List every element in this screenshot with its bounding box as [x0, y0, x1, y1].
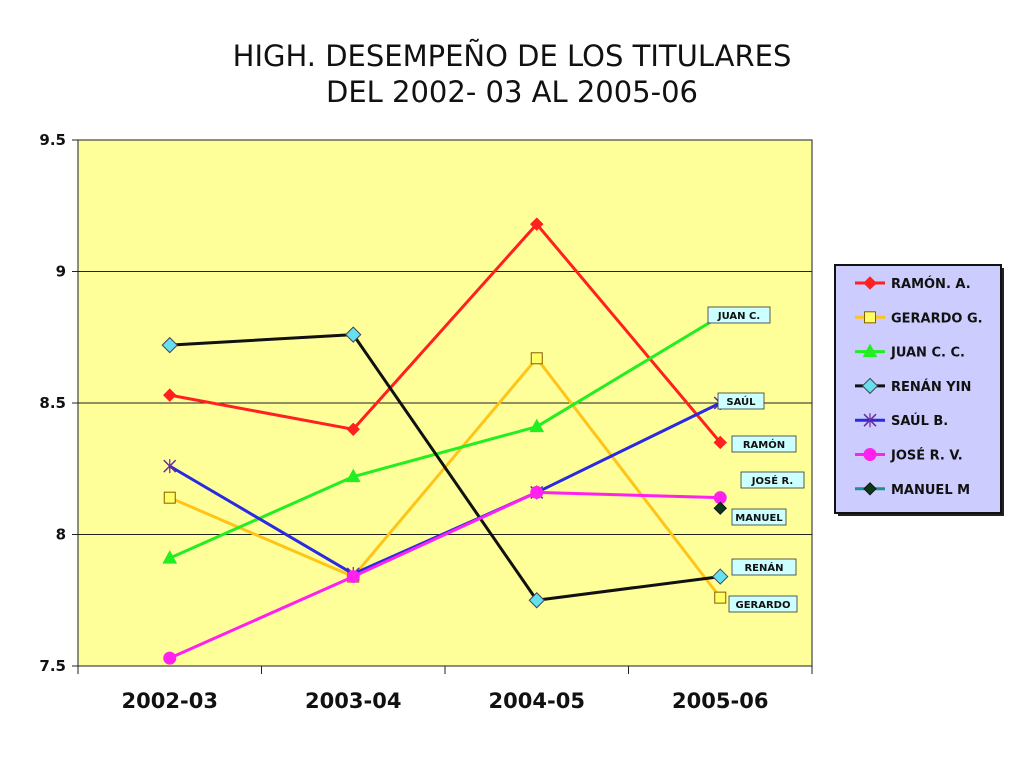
legend-label: RAMÓN. A. — [891, 276, 971, 292]
data-point — [346, 570, 360, 584]
x-tick-label: 2004-05 — [489, 689, 585, 713]
callout-label: MANUEL — [731, 508, 787, 526]
series-5 — [163, 485, 727, 665]
data-point — [712, 568, 729, 585]
series-0 — [163, 217, 727, 450]
callout-label: GERARDO — [728, 595, 798, 613]
legend-marker — [863, 482, 877, 496]
legend-label: JUAN C. C. — [890, 346, 965, 361]
legend-box — [834, 264, 1002, 514]
series-6 — [713, 501, 727, 515]
legend-item: SAÚL B. — [855, 413, 948, 429]
y-tick-label: 8.5 — [39, 394, 66, 412]
x-tick-label: 2002-03 — [122, 689, 218, 713]
chart-title-line-1: HIGH. DESEMPEÑO DE LOS TITULARES — [232, 39, 792, 73]
y-tick-label: 9 — [56, 263, 66, 281]
callout-box — [731, 435, 797, 453]
legend-item: MANUEL M — [855, 482, 970, 498]
x-tick-label: 2003-04 — [305, 689, 401, 713]
data-point — [530, 217, 544, 231]
callout-text: MANUEL — [735, 513, 783, 524]
callout-label: RENÁN — [731, 558, 797, 576]
data-point — [163, 459, 177, 474]
chart-title-line-2: DEL 2002- 03 AL 2005-06 — [325, 75, 698, 109]
y-tick-label: 7.5 — [39, 657, 66, 675]
series-line — [169, 314, 722, 560]
legend-label: SAÚL B. — [891, 413, 948, 429]
y-tick-label: 9.5 — [39, 131, 66, 149]
series-line — [169, 333, 721, 602]
callout-text: RAMÓN — [743, 438, 785, 451]
legend-item: JOSÉ R. V. — [855, 448, 963, 464]
callout-box — [731, 558, 797, 576]
callout-box — [707, 306, 771, 324]
data-point — [714, 591, 727, 604]
legend-marker — [863, 276, 877, 290]
callout-text: RENÁN — [744, 561, 783, 574]
legend-marker — [861, 377, 879, 395]
callout-box — [728, 595, 798, 613]
y-tick-label: 8 — [56, 526, 66, 544]
legend-item: RAMÓN. A. — [855, 276, 971, 292]
data-point — [713, 435, 727, 450]
x-tick-label: 2005-06 — [672, 689, 768, 713]
callout-text: GERARDO — [736, 600, 791, 611]
callout-label: RAMÓN — [731, 435, 797, 453]
callout-text: JUAN C. — [717, 311, 760, 322]
data-point — [163, 388, 177, 402]
callout-text: JOSÉ R. — [751, 474, 793, 487]
legend-label: GERARDO G. — [891, 311, 983, 326]
legend-item: RENÁN YIN — [855, 377, 971, 395]
callout-label: JUAN C. — [707, 306, 771, 324]
callout-label: SAÚL — [717, 392, 765, 410]
legend-item: JUAN C. C. — [855, 343, 965, 361]
legend-marker — [863, 413, 877, 428]
series-line — [169, 490, 721, 660]
data-point — [529, 418, 545, 433]
data-point — [161, 336, 178, 354]
data-point — [346, 422, 360, 437]
callout-box — [731, 508, 787, 526]
legend: RAMÓN. A. GERARDO G. JUAN C. C. RENÁN YIN SA… — [834, 264, 1004, 516]
legend-label: MANUEL M — [891, 483, 970, 498]
data-point — [713, 501, 727, 515]
legend-marker — [862, 343, 878, 358]
data-point — [345, 468, 361, 483]
data-point — [163, 651, 177, 665]
data-point — [530, 485, 544, 499]
legend-item: GERARDO G. — [855, 311, 983, 326]
legend-label: JOSÉ R. V. — [890, 448, 963, 464]
chart-title: HIGH. DESEMPEÑO DE LOS TITULARES DEL 200… — [0, 38, 1024, 110]
series-line — [169, 222, 722, 444]
legend-marker — [864, 311, 876, 324]
data-point — [162, 550, 178, 564]
callout-box — [740, 471, 805, 489]
series-3 — [161, 326, 729, 609]
data-point — [528, 592, 545, 609]
legend-marker — [863, 448, 877, 461]
legend-label: RENÁN YIN — [891, 379, 971, 395]
callout-text: SAÚL — [726, 395, 756, 408]
callout-label: JOSÉ R. — [740, 471, 805, 489]
data-point — [163, 491, 176, 504]
data-point — [345, 326, 362, 343]
callout-box — [717, 392, 765, 410]
data-point — [530, 352, 543, 365]
